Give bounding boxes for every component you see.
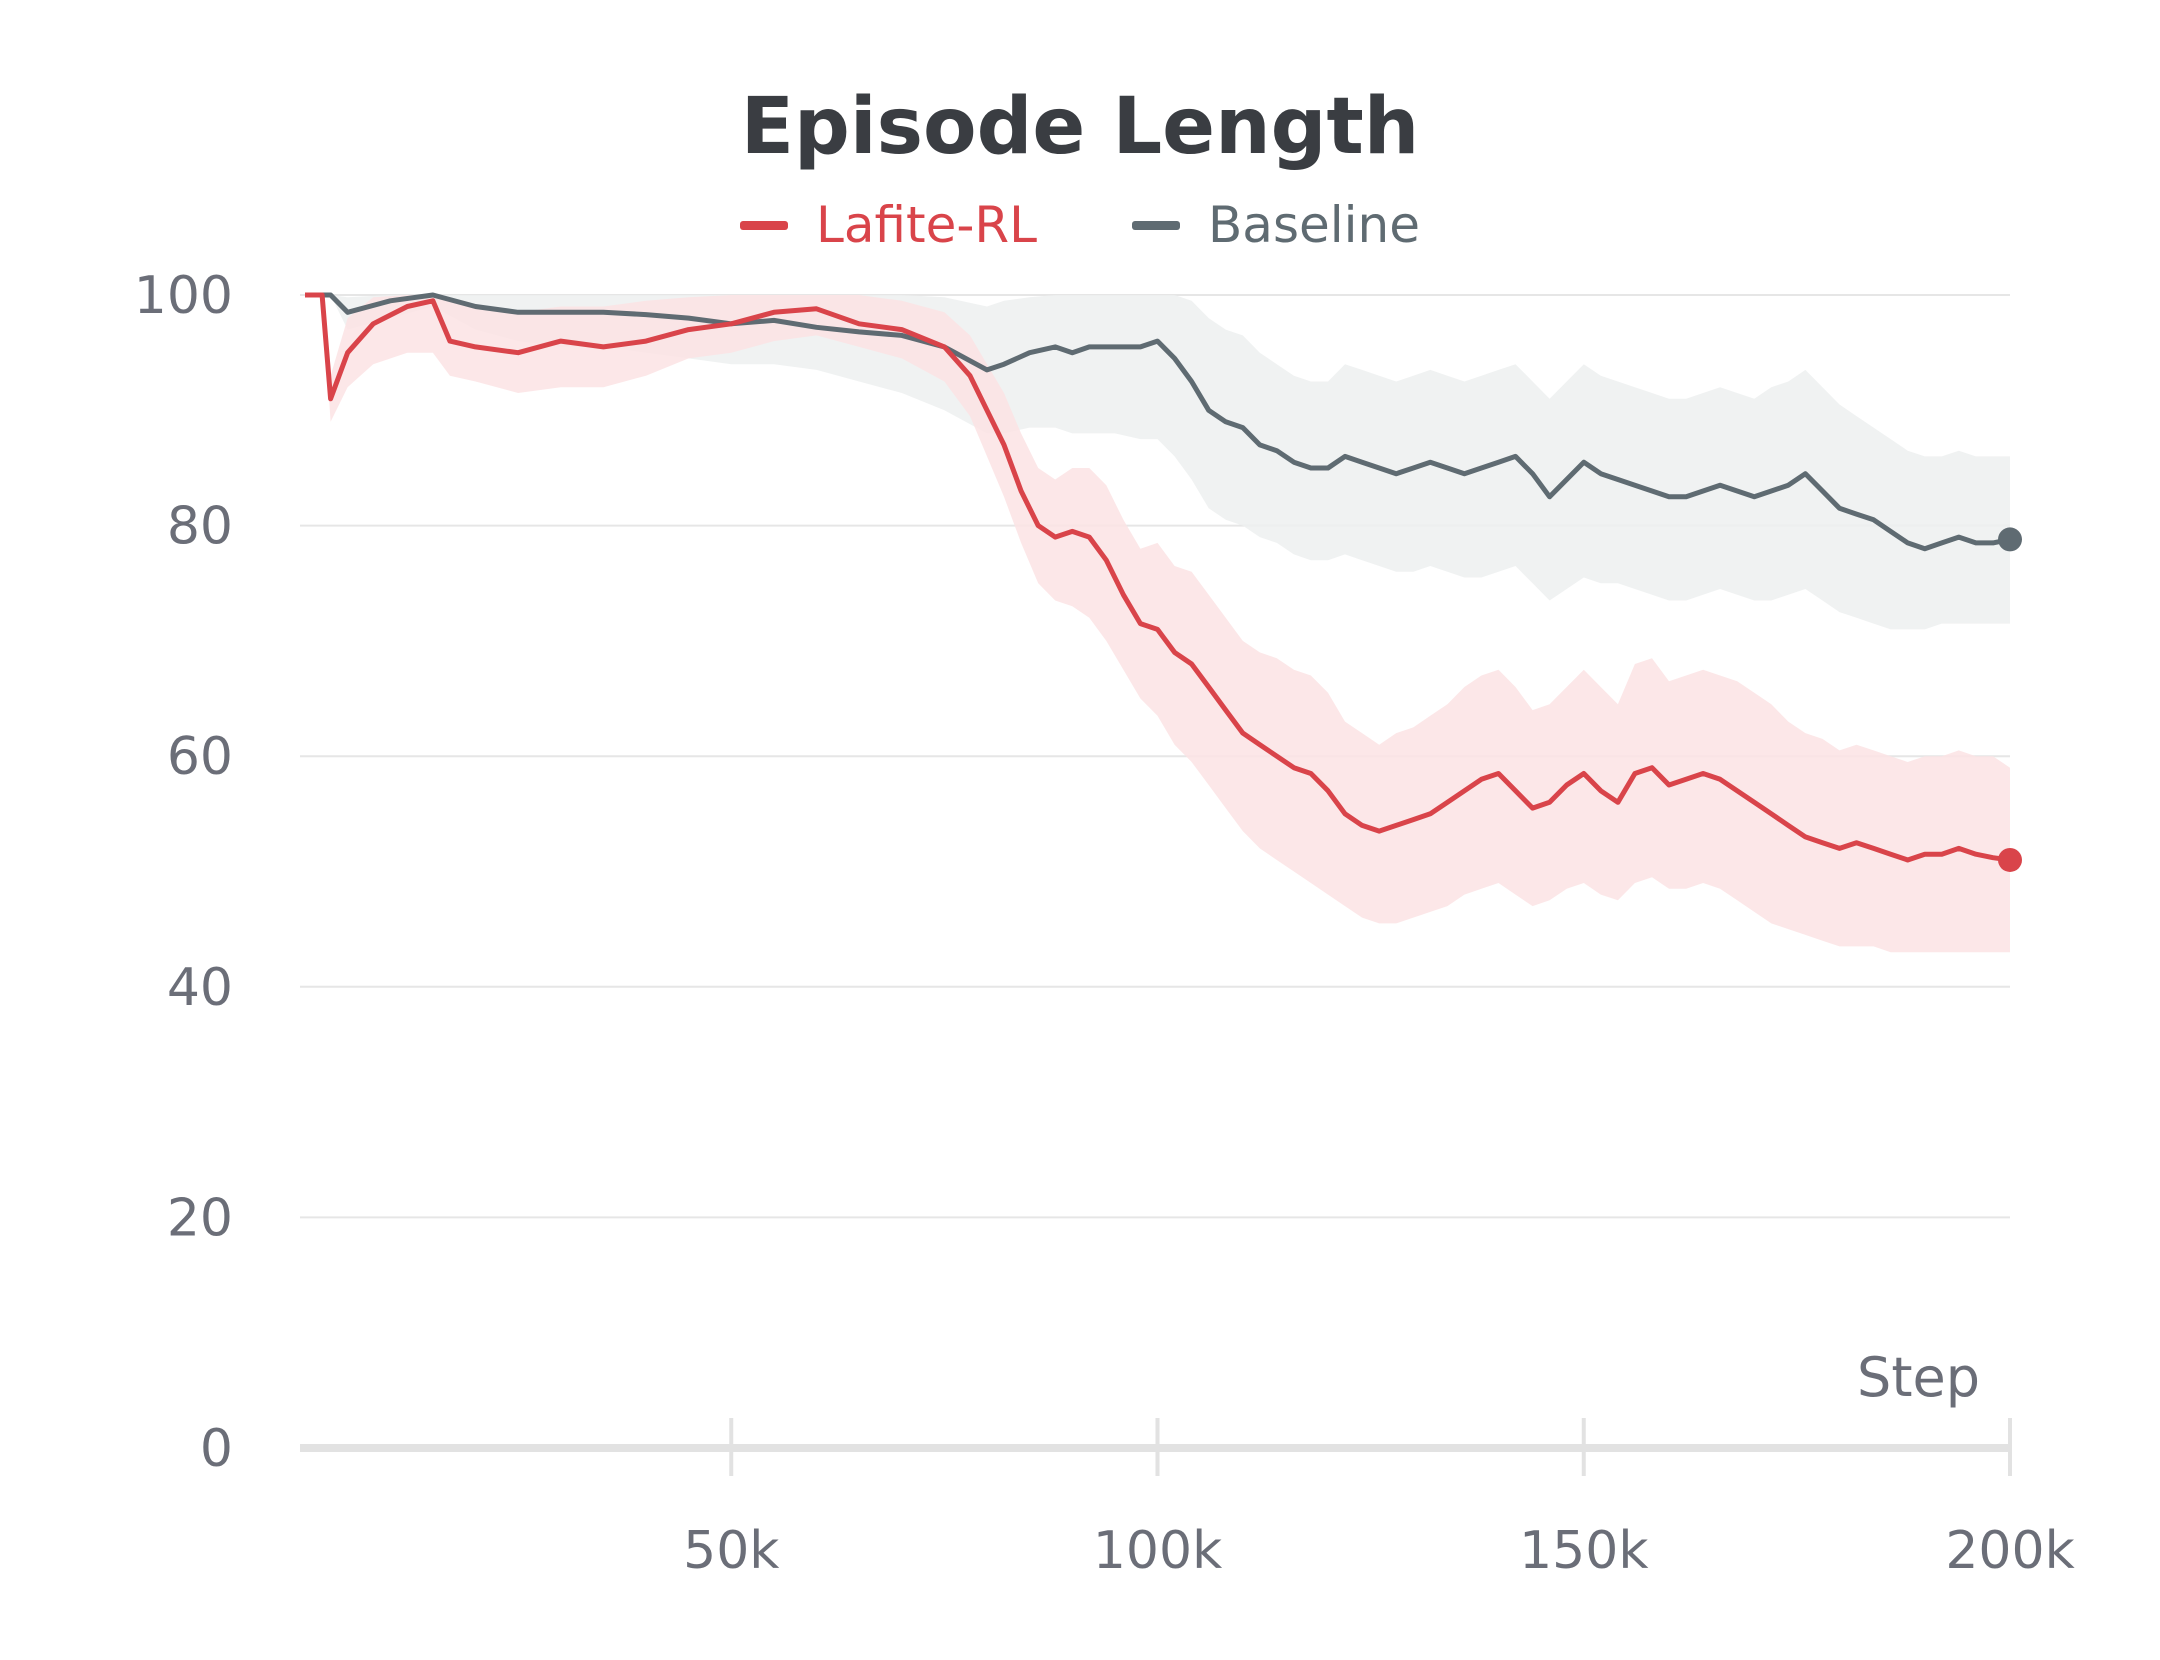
series-endpoint-lafite-rl bbox=[1998, 847, 2022, 872]
x-tick-label-2: 150k bbox=[1519, 1521, 1648, 1581]
legend-swatch-baseline bbox=[1132, 220, 1180, 230]
series-endpoint-baseline bbox=[1998, 527, 2022, 552]
legend-item-lafite[interactable]: Lafite-RL bbox=[740, 196, 1037, 254]
series-line-lafite-rl bbox=[305, 292, 2011, 863]
legend-label-baseline: Baseline bbox=[1208, 196, 1420, 254]
legend-swatch-lafite bbox=[740, 220, 788, 230]
x-axis-label: Step bbox=[1857, 1346, 1980, 1409]
x-tick-label-0: 50k bbox=[683, 1521, 779, 1581]
legend-label-lafite: Lafite-RL bbox=[816, 196, 1037, 254]
y-tick-label-0: 0 bbox=[200, 1419, 233, 1479]
y-tick-label-3: 60 bbox=[167, 727, 233, 787]
legend-item-baseline[interactable]: Baseline bbox=[1132, 196, 1420, 254]
y-tick-label-4: 80 bbox=[167, 497, 233, 557]
series-line-baseline bbox=[305, 292, 2011, 552]
x-tick-label-1: 100k bbox=[1093, 1521, 1222, 1581]
legend: Lafite-RL Baseline bbox=[0, 196, 2160, 254]
y-tick-label-2: 40 bbox=[167, 958, 233, 1018]
y-tick-label-1: 20 bbox=[167, 1188, 233, 1248]
y-tick-label-5: 100 bbox=[134, 266, 233, 326]
series-band-lafite-rl bbox=[305, 295, 2010, 953]
chart-title: Episode Length bbox=[740, 82, 1420, 172]
x-tick-label-3: 200k bbox=[1945, 1521, 2074, 1581]
series-band-baseline bbox=[305, 295, 2010, 630]
